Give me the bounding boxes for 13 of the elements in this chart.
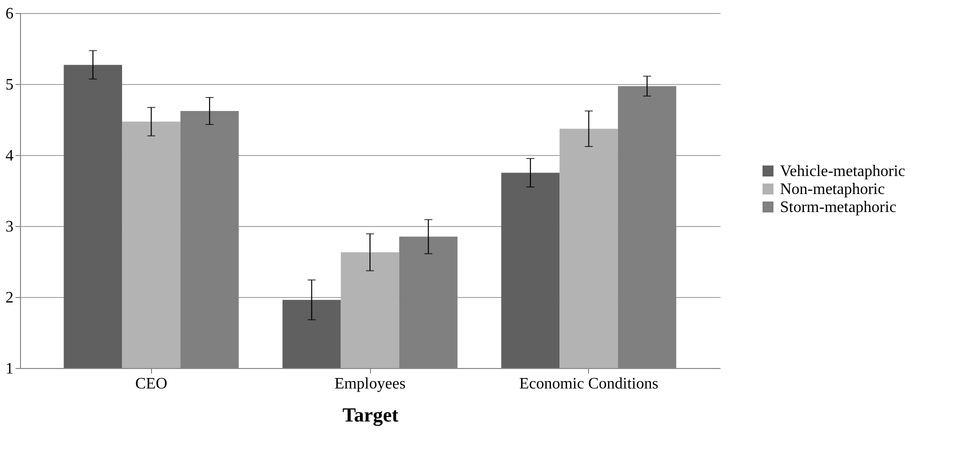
y-tick-label: 1 [6,360,14,378]
x-tick-label: CEO [135,376,168,392]
y-tick-label: 3 [6,218,14,236]
legend-label: Storm-metaphoric [780,199,896,216]
x-tick-label: Economic Conditions [519,376,658,392]
y-tick-label: 2 [6,290,14,306]
y-tick-label: 5 [6,76,14,94]
y-tick-label: 6 [6,6,14,22]
y-tick-label: 4 [6,148,14,164]
x-tick-label: Employees [334,376,406,392]
legend-label: Vehicle-metaphoric [780,163,906,180]
legend-label: Non-metaphoric [780,181,885,198]
x-axis-title: Target [342,404,399,426]
